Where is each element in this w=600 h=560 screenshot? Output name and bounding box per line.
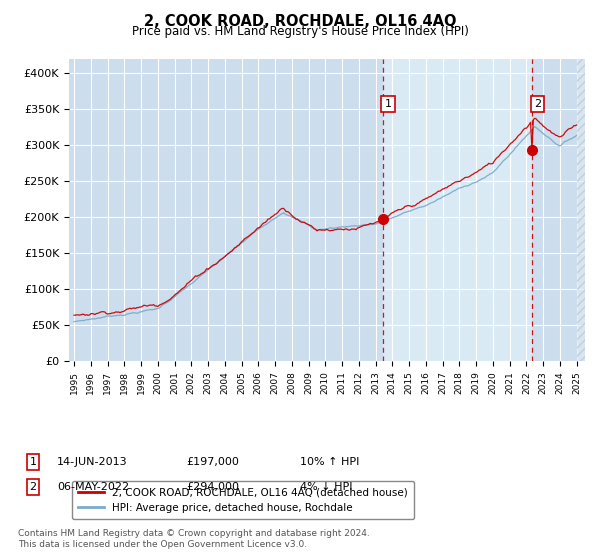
Text: Price paid vs. HM Land Registry's House Price Index (HPI): Price paid vs. HM Land Registry's House … xyxy=(131,25,469,38)
Text: Contains HM Land Registry data © Crown copyright and database right 2024.
This d: Contains HM Land Registry data © Crown c… xyxy=(18,529,370,549)
Text: 1: 1 xyxy=(29,457,37,467)
Text: 2: 2 xyxy=(534,99,541,109)
Text: 2: 2 xyxy=(29,482,37,492)
Text: 06-MAY-2022: 06-MAY-2022 xyxy=(57,482,129,492)
Text: 10% ↑ HPI: 10% ↑ HPI xyxy=(300,457,359,467)
Text: 4% ↓ HPI: 4% ↓ HPI xyxy=(300,482,353,492)
Legend: 2, COOK ROAD, ROCHDALE, OL16 4AQ (detached house), HPI: Average price, detached : 2, COOK ROAD, ROCHDALE, OL16 4AQ (detach… xyxy=(71,482,414,519)
Text: 2, COOK ROAD, ROCHDALE, OL16 4AQ: 2, COOK ROAD, ROCHDALE, OL16 4AQ xyxy=(144,14,456,29)
Bar xyxy=(383,59,532,361)
Text: £294,000: £294,000 xyxy=(186,482,239,492)
Text: 1: 1 xyxy=(385,99,392,109)
Text: 14-JUN-2013: 14-JUN-2013 xyxy=(57,457,128,467)
Text: £197,000: £197,000 xyxy=(186,457,239,467)
Bar xyxy=(577,59,585,361)
